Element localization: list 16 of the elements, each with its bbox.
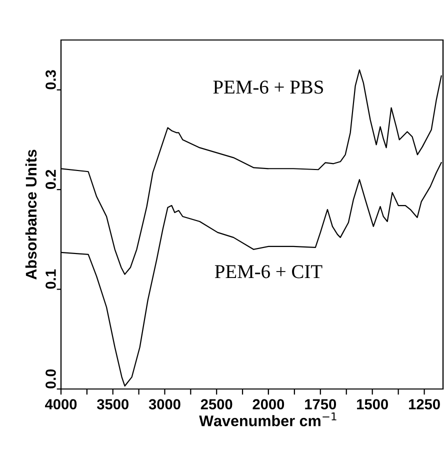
y-tick-label: 0.0 [46,369,56,388]
x-tick-label: 4000 [45,399,77,410]
text: PEM-6 + PBS [213,80,323,94]
x-tick-label: 3500 [96,399,128,410]
x-tick-label: 1250 [409,399,440,410]
y-tick-label: 0.2 [46,170,56,189]
series-label: PEM-6 + CIT [214,265,322,278]
x-tick-label: 3000 [148,399,180,410]
y-axis-title: Absorbance Units [25,150,37,280]
x-axis-title: Wavenumber cm$^{−1}$ [199,412,336,426]
x-tick-label: 1500 [357,399,388,410]
x-tick-label: 2500 [200,399,232,410]
y-tick-label: 0.3 [46,70,56,90]
x-tick-label: 2000 [252,399,284,410]
y-tick-label: 0.1 [46,269,56,289]
x-tick-label: 1750 [305,399,336,410]
